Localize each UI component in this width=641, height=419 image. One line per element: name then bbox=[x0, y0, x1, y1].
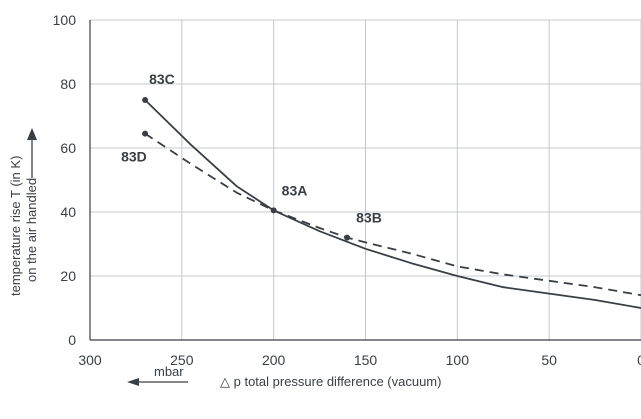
marker-point-83B bbox=[344, 234, 351, 241]
marker-label-83A: 83A bbox=[282, 182, 308, 198]
y-tick-labels: 0 20 40 60 80 100 bbox=[53, 12, 77, 348]
x-axis-label: △ p total pressure difference (vacuum) bbox=[220, 374, 441, 389]
y-tick-label: 20 bbox=[60, 268, 76, 284]
x-tick-labels: 300 250 200 150 100 50 0 bbox=[78, 352, 641, 368]
marker-label-83D: 83D bbox=[121, 149, 147, 165]
dashed-series-line bbox=[144, 132, 641, 297]
marker-point-83A bbox=[270, 207, 277, 214]
x-axis-arrow-icon bbox=[127, 378, 139, 386]
solid-series-line bbox=[144, 99, 641, 309]
series-lines bbox=[144, 99, 641, 309]
y-axis-title-line-2: on the air handled bbox=[24, 178, 39, 282]
x-tick-label: 300 bbox=[78, 352, 102, 368]
marker-point-83D bbox=[142, 130, 149, 137]
x-tick-label: 200 bbox=[262, 352, 286, 368]
x-tick-label: 50 bbox=[541, 352, 557, 368]
x-axis-unit: mbar bbox=[154, 364, 184, 379]
marker-label-83B: 83B bbox=[356, 210, 382, 226]
y-tick-label: 0 bbox=[68, 332, 76, 348]
marker-points: 83C 83D 83A 83B bbox=[121, 71, 382, 241]
y-axis-title: temperature rise T (in K) on the air han… bbox=[8, 128, 39, 296]
y-tick-label: 100 bbox=[53, 12, 77, 28]
grid-lines bbox=[90, 19, 641, 340]
marker-label-83C: 83C bbox=[149, 71, 175, 87]
x-axis-title: mbar △ p total pressure difference (vacu… bbox=[127, 364, 441, 389]
marker-point-83C bbox=[142, 97, 149, 103]
y-axis-arrow-icon bbox=[27, 128, 37, 140]
y-tick-label: 80 bbox=[60, 76, 76, 92]
x-tick-label: 250 bbox=[170, 352, 194, 368]
x-tick-label: 150 bbox=[354, 352, 378, 368]
x-tick-label: 0 bbox=[637, 352, 641, 368]
y-tick-label: 40 bbox=[60, 204, 76, 220]
x-tick-label: 100 bbox=[446, 352, 470, 368]
y-axis-title-line-1: temperature rise T (in K) bbox=[8, 156, 23, 296]
y-tick-label: 60 bbox=[60, 140, 76, 156]
